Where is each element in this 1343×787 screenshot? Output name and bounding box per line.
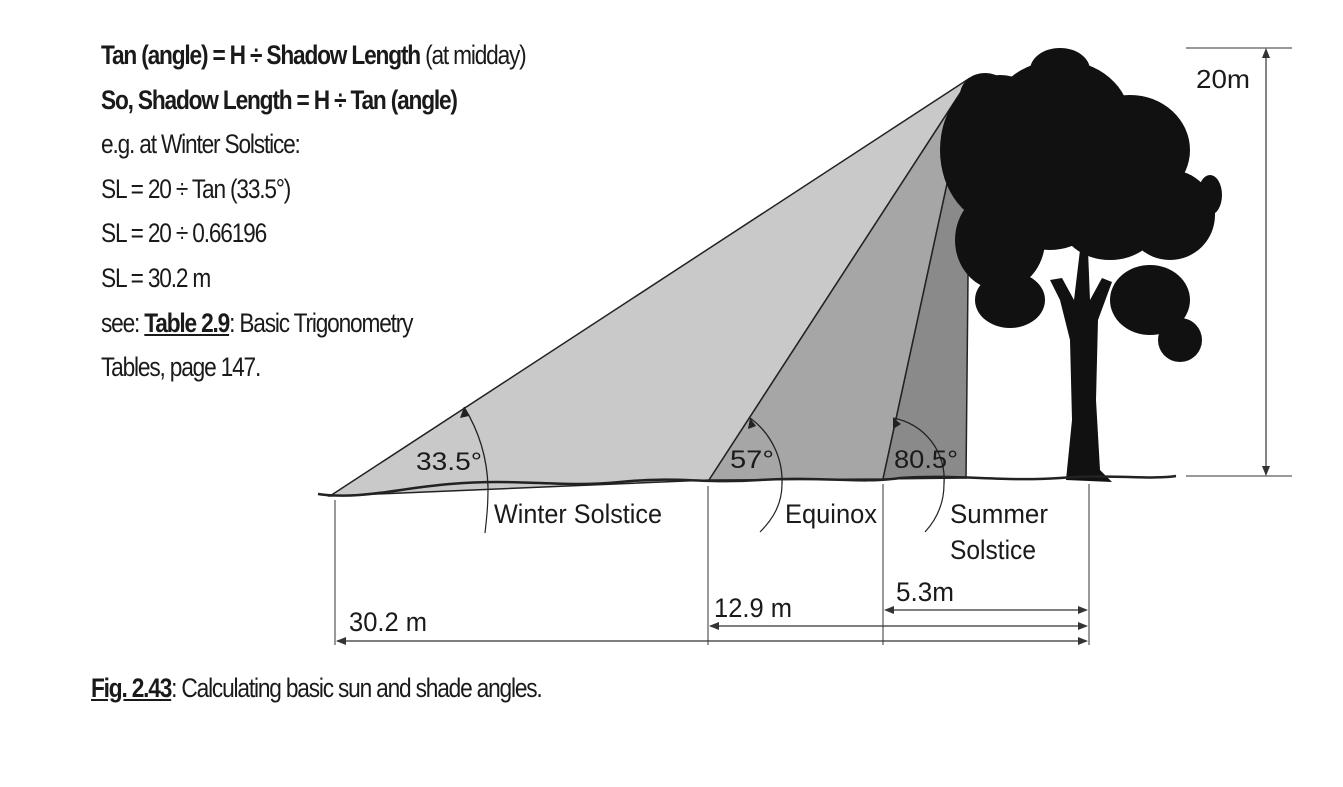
equinox-angle-label: 57° [730, 446, 774, 474]
tree-icon [940, 48, 1222, 482]
summer-label-line-2: Solstice [950, 535, 1036, 565]
formula-line-3: e.g. at Winter Solstice: [101, 129, 301, 160]
equinox-label: Equinox [785, 499, 877, 529]
formula-block: Tan (angle) = H ÷ Shadow Length (at midd… [101, 33, 721, 390]
height-arrow-head-bottom [1262, 466, 1270, 476]
figure-caption: Fig. 2.43: Calculating basic sun and sha… [91, 673, 543, 703]
formula-line-1: Tan (angle) = H ÷ Shadow Length (at midd… [101, 40, 527, 70]
winter-dim-head-right [1078, 637, 1088, 645]
equinox-dim-head-left [709, 622, 719, 630]
summer-dim-head-right [1078, 606, 1088, 614]
formula-line-5: SL = 20 ÷ 0.66196 [101, 218, 267, 249]
winter-solstice-label: Winter Solstice [494, 499, 662, 529]
winter-dim-head-left [336, 637, 346, 645]
equinox-angle-arrowhead [748, 418, 756, 429]
formula-line-6: SL = 30.2 m [101, 262, 211, 293]
equinox-dim-head-right [1078, 622, 1088, 630]
winter-label-leader [484, 486, 489, 534]
summer-angle-arrowhead [893, 418, 901, 429]
table-reference-link[interactable]: Table 2.9 [144, 307, 230, 338]
summer-angle-label: 80.5° [894, 446, 958, 474]
height-label: 20m [1196, 64, 1250, 94]
winter-angle-arc [463, 406, 489, 488]
formula-line-7: see: Table 2.9: Basic Trigonometry [101, 307, 413, 338]
equinox-distance-label: 12.9 m [714, 593, 792, 623]
summer-dim-head-left [884, 606, 894, 614]
formula-line-2: So, Shadow Length = H ÷ Tan (angle) [101, 84, 458, 115]
summer-angle-arc [892, 417, 945, 485]
figure-label: Fig. 2.43 [91, 673, 172, 703]
summer-label-leader [924, 483, 945, 533]
equinox-label-leader [759, 483, 783, 533]
height-arrow-head-top [1262, 48, 1270, 58]
winter-angle-arrowhead [460, 407, 469, 418]
summer-distance-label: 5.3m [896, 577, 954, 607]
formula-line-8: Tables, page 147. [101, 352, 261, 383]
winter-angle-label: 33.5° [416, 448, 482, 476]
equinox-angle-arc [749, 417, 783, 485]
winter-distance-label: 30.2 m [349, 607, 427, 637]
summer-label-line-1: Summer [950, 499, 1048, 529]
formula-line-4: SL = 20 ÷ Tan (33.5°) [101, 173, 291, 204]
ground-line [317, 474, 1177, 497]
